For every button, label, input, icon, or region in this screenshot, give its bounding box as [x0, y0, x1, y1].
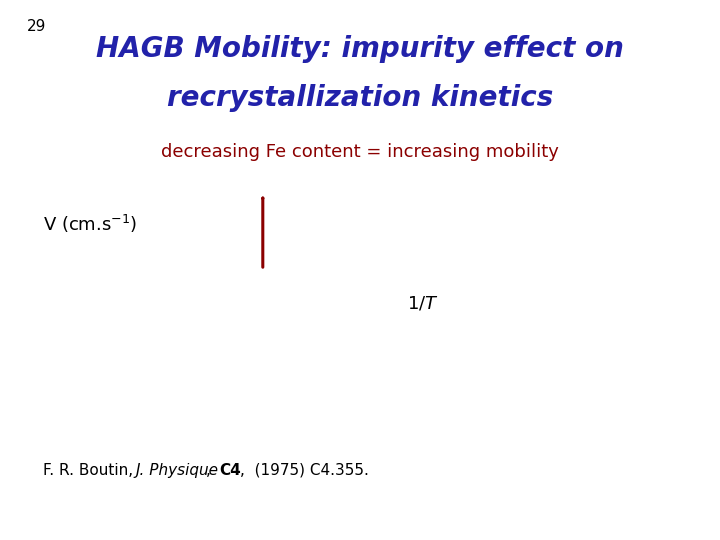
Text: 1/$\it{T}$: 1/$\it{T}$ — [407, 294, 438, 312]
Text: J. Physique: J. Physique — [135, 463, 218, 478]
Text: F. R. Boutin,: F. R. Boutin, — [43, 463, 138, 478]
Text: C4: C4 — [219, 463, 240, 478]
Text: HAGB Mobility: impurity effect on: HAGB Mobility: impurity effect on — [96, 35, 624, 63]
Text: 29: 29 — [27, 19, 47, 34]
Text: V (cm.s$^{-1}$): V (cm.s$^{-1}$) — [43, 213, 138, 235]
Text: decreasing Fe content = increasing mobility: decreasing Fe content = increasing mobil… — [161, 143, 559, 161]
Text: ,: , — [206, 463, 216, 478]
Text: recrystallization kinetics: recrystallization kinetics — [167, 84, 553, 112]
Text: ,  (1975) C4.355.: , (1975) C4.355. — [240, 463, 369, 478]
